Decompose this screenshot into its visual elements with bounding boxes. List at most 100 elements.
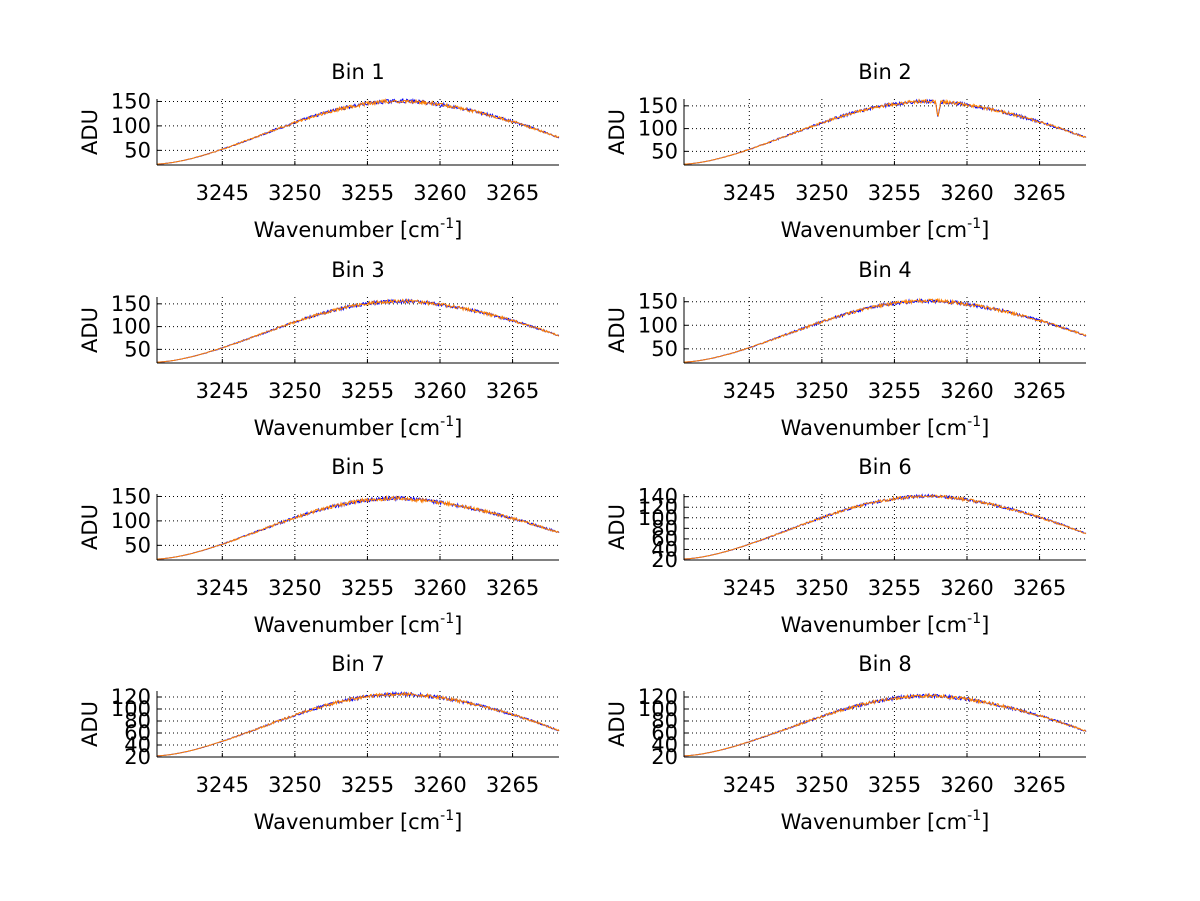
y-tick-label: 100 (638, 313, 678, 337)
y-tick-label: 20 (651, 548, 678, 572)
x-tick-label: 3260 (940, 181, 993, 205)
x-tick-label: 3260 (413, 181, 466, 205)
subplot-title: Bin 6 (858, 455, 912, 479)
x-tick-label: 3245 (196, 576, 249, 600)
x-axis-label-main: Wavenumber [cm (781, 416, 967, 440)
y-axis-label: ADU (78, 701, 102, 747)
x-axis-label-superscript: -1 (440, 414, 454, 430)
x-tick-label: 3245 (723, 773, 776, 797)
y-axis-label: ADU (605, 701, 629, 747)
subplot-title: Bin 2 (858, 60, 912, 84)
y-tick-label: 150 (638, 94, 678, 118)
series-line-2 (684, 493, 1087, 560)
x-axis-label-tail: ] (454, 613, 462, 637)
x-axis-label-tail: ] (454, 416, 462, 440)
y-tick-label: 50 (651, 139, 678, 163)
x-axis-label: Wavenumber [cm-1] (254, 216, 463, 242)
x-axis-label-superscript: -1 (440, 216, 454, 232)
x-tick-label: 3265 (486, 576, 539, 600)
x-axis-label: Wavenumber [cm-1] (254, 611, 463, 637)
x-axis-label: Wavenumber [cm-1] (781, 216, 990, 242)
y-tick-label: 60 (651, 527, 678, 551)
series-line-2 (157, 691, 560, 757)
y-axis-label: ADU (78, 307, 102, 353)
y-tick-label: 120 (638, 495, 678, 519)
series-line-2 (157, 98, 560, 165)
y-tick-label: 100 (111, 315, 151, 339)
x-tick-label: 3260 (940, 576, 993, 600)
x-axis-label-superscript: -1 (967, 216, 981, 232)
x-tick-label: 3255 (341, 576, 394, 600)
x-tick-label: 3260 (413, 576, 466, 600)
y-tick-label: 150 (111, 292, 151, 316)
x-axis-label-superscript: -1 (440, 808, 454, 824)
x-tick-label: 3250 (795, 379, 848, 403)
y-tick-label: 50 (124, 138, 151, 162)
x-tick-label: 3255 (868, 773, 921, 797)
x-axis-label-tail: ] (454, 810, 462, 834)
x-axis-label-main: Wavenumber [cm (254, 416, 440, 440)
y-tick-label: 100 (638, 117, 678, 141)
y-axis-label: ADU (605, 504, 629, 550)
y-axis-label: ADU (605, 307, 629, 353)
x-axis-label: Wavenumber [cm-1] (781, 414, 990, 440)
x-tick-label: 3265 (486, 379, 539, 403)
x-axis-label: Wavenumber [cm-1] (254, 414, 463, 440)
x-tick-label: 3255 (868, 576, 921, 600)
x-axis-label-main: Wavenumber [cm (254, 810, 440, 834)
series-line-2 (157, 494, 560, 560)
y-tick-label: 20 (124, 745, 151, 769)
y-tick-label: 40 (124, 733, 151, 757)
x-tick-label: 3265 (1013, 773, 1066, 797)
x-tick-label: 3265 (486, 773, 539, 797)
x-tick-label: 3265 (1013, 576, 1066, 600)
x-tick-label: 3245 (196, 181, 249, 205)
x-axis-label-main: Wavenumber [cm (781, 613, 967, 637)
x-axis-label-main: Wavenumber [cm (254, 613, 440, 637)
x-tick-label: 3255 (868, 379, 921, 403)
y-tick-label: 20 (651, 745, 678, 769)
x-tick-label: 3265 (486, 181, 539, 205)
series-line-2 (683, 297, 1087, 363)
x-axis-label: Wavenumber [cm-1] (254, 808, 463, 834)
y-tick-label: 150 (638, 290, 678, 314)
x-tick-label: 3265 (1013, 181, 1066, 205)
x-axis-label-main: Wavenumber [cm (781, 218, 967, 242)
x-axis-label-tail: ] (454, 218, 462, 242)
series-line-2 (684, 98, 1087, 165)
x-axis-label-main: Wavenumber [cm (781, 810, 967, 834)
y-tick-label: 120 (638, 685, 678, 709)
x-axis-label-tail: ] (981, 416, 989, 440)
y-tick-label: 60 (124, 721, 151, 745)
x-tick-label: 3255 (341, 773, 394, 797)
y-tick-label: 80 (651, 709, 678, 733)
x-axis-label-superscript: -1 (967, 611, 981, 627)
x-tick-label: 3250 (268, 576, 321, 600)
y-tick-label: 100 (638, 506, 678, 530)
y-tick-label: 150 (111, 89, 151, 113)
y-tick-label: 50 (124, 533, 151, 557)
x-tick-label: 3245 (196, 773, 249, 797)
y-tick-label: 60 (651, 721, 678, 745)
y-axis-label: ADU (78, 109, 102, 155)
x-axis-label-superscript: -1 (967, 414, 981, 430)
x-axis-label-tail: ] (981, 810, 989, 834)
x-axis-label-tail: ] (981, 218, 989, 242)
y-tick-label: 80 (651, 516, 678, 540)
x-tick-label: 3250 (795, 773, 848, 797)
y-tick-label: 120 (111, 685, 151, 709)
x-tick-label: 3260 (413, 773, 466, 797)
y-tick-label: 100 (638, 697, 678, 721)
x-axis-label: Wavenumber [cm-1] (781, 808, 990, 834)
x-tick-label: 3250 (268, 181, 321, 205)
y-tick-label: 40 (651, 537, 678, 561)
y-axis-label: ADU (78, 504, 102, 550)
subplot-title: Bin 1 (331, 60, 385, 84)
y-tick-label: 150 (111, 484, 151, 508)
subplot-6: Bin 6 3245 3250 3255 3260 3265 204060801001201… (605, 455, 1087, 637)
